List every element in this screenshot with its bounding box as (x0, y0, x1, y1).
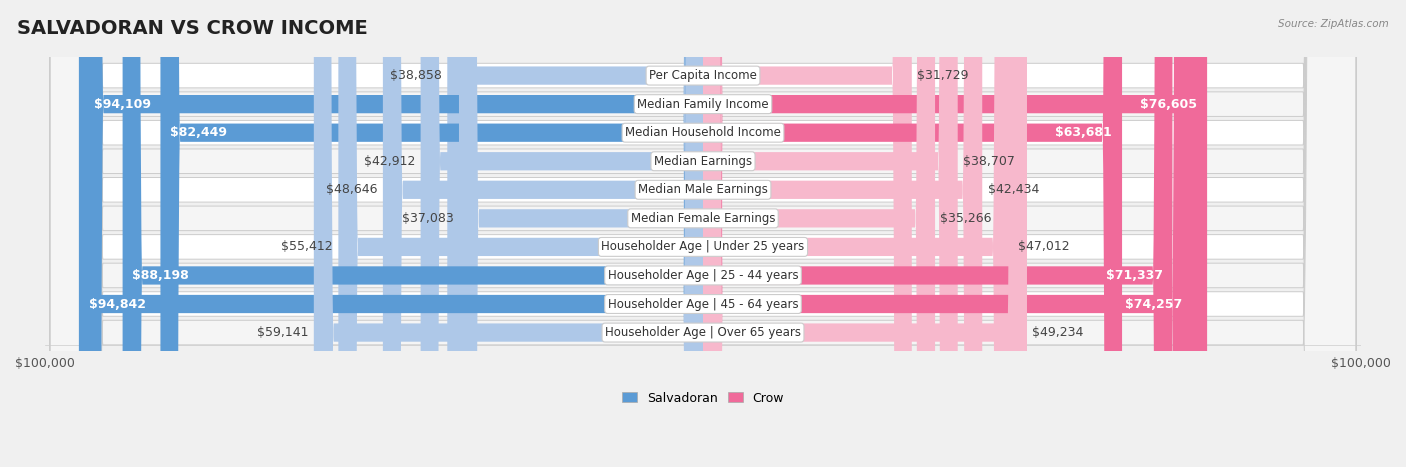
FancyBboxPatch shape (160, 0, 703, 467)
FancyBboxPatch shape (703, 0, 912, 467)
FancyBboxPatch shape (703, 0, 1208, 467)
Text: $59,141: $59,141 (257, 326, 308, 339)
Text: Householder Age | 45 - 64 years: Householder Age | 45 - 64 years (607, 297, 799, 311)
Text: $38,707: $38,707 (963, 155, 1015, 168)
Text: $49,234: $49,234 (1032, 326, 1084, 339)
FancyBboxPatch shape (51, 0, 1355, 467)
Text: $74,257: $74,257 (1125, 297, 1182, 311)
Text: Per Capita Income: Per Capita Income (650, 69, 756, 82)
FancyBboxPatch shape (51, 0, 1355, 467)
Text: Median Household Income: Median Household Income (626, 126, 780, 139)
Text: Median Family Income: Median Family Income (637, 98, 769, 111)
FancyBboxPatch shape (703, 0, 957, 467)
Text: Householder Age | 25 - 44 years: Householder Age | 25 - 44 years (607, 269, 799, 282)
Text: $37,083: $37,083 (402, 212, 454, 225)
FancyBboxPatch shape (51, 0, 1355, 467)
Text: $82,449: $82,449 (170, 126, 228, 139)
FancyBboxPatch shape (420, 0, 703, 467)
FancyBboxPatch shape (339, 0, 703, 467)
FancyBboxPatch shape (703, 0, 1192, 467)
Text: $31,729: $31,729 (917, 69, 969, 82)
FancyBboxPatch shape (84, 0, 703, 467)
FancyBboxPatch shape (382, 0, 703, 467)
FancyBboxPatch shape (51, 0, 1355, 467)
Text: Householder Age | Under 25 years: Householder Age | Under 25 years (602, 241, 804, 254)
FancyBboxPatch shape (122, 0, 703, 467)
Text: Median Male Earnings: Median Male Earnings (638, 184, 768, 196)
FancyBboxPatch shape (703, 0, 983, 467)
FancyBboxPatch shape (703, 0, 1012, 467)
FancyBboxPatch shape (314, 0, 703, 467)
FancyBboxPatch shape (51, 0, 1355, 467)
Text: $42,434: $42,434 (987, 184, 1039, 196)
Text: $71,337: $71,337 (1105, 269, 1163, 282)
Text: Median Earnings: Median Earnings (654, 155, 752, 168)
Legend: Salvadoran, Crow: Salvadoran, Crow (617, 387, 789, 410)
Text: $42,912: $42,912 (364, 155, 415, 168)
Text: $48,646: $48,646 (326, 184, 378, 196)
FancyBboxPatch shape (703, 0, 1122, 467)
FancyBboxPatch shape (51, 0, 1355, 467)
Text: $94,109: $94,109 (94, 98, 150, 111)
FancyBboxPatch shape (703, 0, 1173, 467)
FancyBboxPatch shape (458, 0, 703, 467)
FancyBboxPatch shape (51, 0, 1355, 467)
Text: SALVADORAN VS CROW INCOME: SALVADORAN VS CROW INCOME (17, 19, 367, 38)
Text: Median Female Earnings: Median Female Earnings (631, 212, 775, 225)
Text: $55,412: $55,412 (281, 241, 333, 254)
FancyBboxPatch shape (51, 0, 1355, 467)
FancyBboxPatch shape (447, 0, 703, 467)
Text: $76,605: $76,605 (1140, 98, 1198, 111)
Text: $38,858: $38,858 (389, 69, 441, 82)
Text: Source: ZipAtlas.com: Source: ZipAtlas.com (1278, 19, 1389, 28)
FancyBboxPatch shape (51, 0, 1355, 467)
Text: $63,681: $63,681 (1056, 126, 1112, 139)
FancyBboxPatch shape (703, 0, 1026, 467)
Text: $35,266: $35,266 (941, 212, 991, 225)
Text: Householder Age | Over 65 years: Householder Age | Over 65 years (605, 326, 801, 339)
Text: $94,842: $94,842 (89, 297, 146, 311)
Text: $88,198: $88,198 (132, 269, 190, 282)
FancyBboxPatch shape (79, 0, 703, 467)
Text: $47,012: $47,012 (1018, 241, 1069, 254)
FancyBboxPatch shape (51, 0, 1355, 467)
FancyBboxPatch shape (703, 0, 935, 467)
